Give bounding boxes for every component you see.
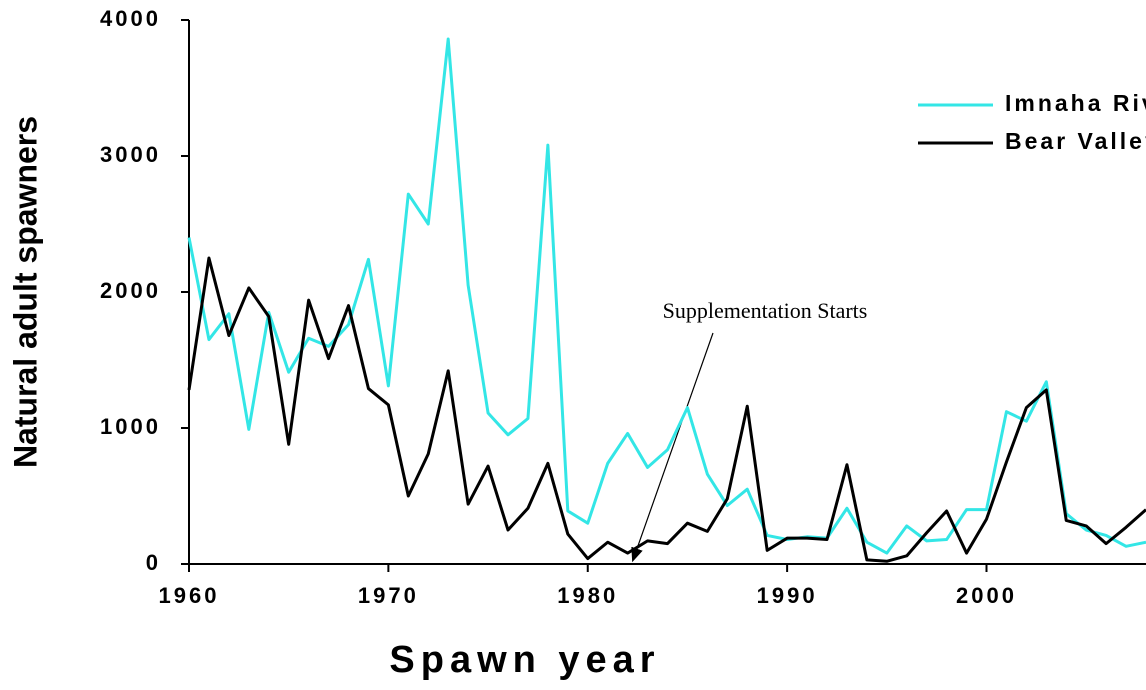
y-tick-label: 1000: [100, 414, 161, 439]
y-tick-label: 4000: [100, 6, 161, 31]
annotation-arrow: [631, 332, 714, 563]
x-tick-label: 1980: [557, 583, 618, 608]
y-tick-label: 0: [146, 550, 161, 575]
x-tick-label: 1990: [757, 583, 818, 608]
x-tick-label: 1960: [159, 583, 220, 608]
y-axis-label: Natural adult spawners: [7, 116, 43, 468]
series-line: [187, 256, 1146, 563]
y-tick-label: 2000: [100, 278, 161, 303]
x-axis-label: Spawn year: [389, 639, 660, 681]
x-tick-label: 2000: [956, 583, 1017, 608]
legend-label: Imnaha River: [1005, 90, 1146, 116]
annotation: Supplementation Starts: [663, 298, 868, 323]
series-line: [187, 37, 1146, 555]
y-tick-label: 3000: [100, 142, 161, 167]
legend-label: Bear Valley Creek: [1005, 128, 1146, 154]
x-tick-label: 1970: [358, 583, 419, 608]
